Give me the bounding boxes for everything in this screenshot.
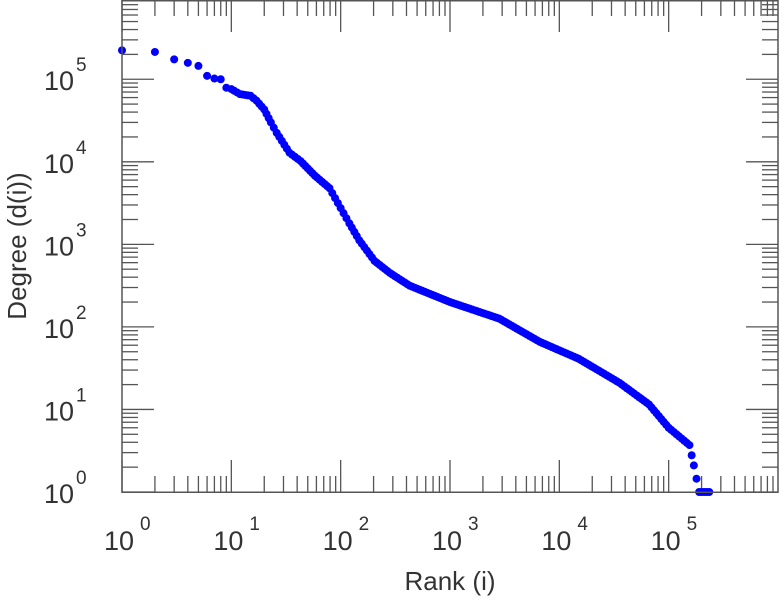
x-tick-exponent: 4 [577, 514, 588, 535]
x-tick-label: 10 [651, 526, 681, 556]
y-tick-label: 10 [44, 479, 74, 509]
x-tick-exponent: 1 [249, 514, 260, 535]
data-point [203, 71, 212, 80]
y-tick-label: 10 [44, 231, 74, 261]
x-tick-label: 10 [432, 526, 462, 556]
x-tick-exponent: 5 [687, 514, 698, 535]
y-axis-label: Degree (d(i)) [2, 172, 32, 319]
x-tick-exponent: 0 [140, 514, 151, 535]
y-tick-label: 10 [44, 66, 74, 96]
data-point [685, 441, 694, 450]
y-tick-label: 10 [44, 396, 74, 426]
data-point [170, 55, 179, 64]
data-point [183, 58, 192, 67]
y-tick-exponent: 3 [76, 220, 87, 241]
x-tick-label: 10 [323, 526, 353, 556]
x-tick-exponent: 3 [468, 514, 479, 535]
data-point [150, 47, 159, 56]
axis-ticks [121, 0, 778, 493]
data-point [194, 61, 203, 70]
y-tick-exponent: 2 [76, 303, 87, 324]
plot-frame [121, 0, 779, 493]
y-tick-label: 10 [44, 314, 74, 344]
data-points [118, 46, 714, 496]
y-tick-exponent: 1 [76, 385, 87, 406]
x-axis-label: Rank (i) [404, 566, 495, 596]
x-tick-label: 10 [104, 526, 134, 556]
data-point [687, 451, 696, 460]
x-tick-labels: 10 0 10 1 10 2 10 3 10 4 10 5 [104, 514, 697, 556]
y-tick-exponent: 0 [76, 468, 87, 489]
x-tick-exponent: 2 [359, 514, 370, 535]
y-tick-label: 10 [44, 149, 74, 179]
y-tick-exponent: 5 [76, 55, 87, 76]
data-point [216, 75, 225, 84]
x-tick-label: 10 [213, 526, 243, 556]
y-tick-exponent: 4 [76, 138, 87, 159]
data-point [689, 461, 698, 470]
data-point [210, 74, 219, 83]
data-point [692, 474, 701, 483]
x-tick-label: 10 [541, 526, 571, 556]
